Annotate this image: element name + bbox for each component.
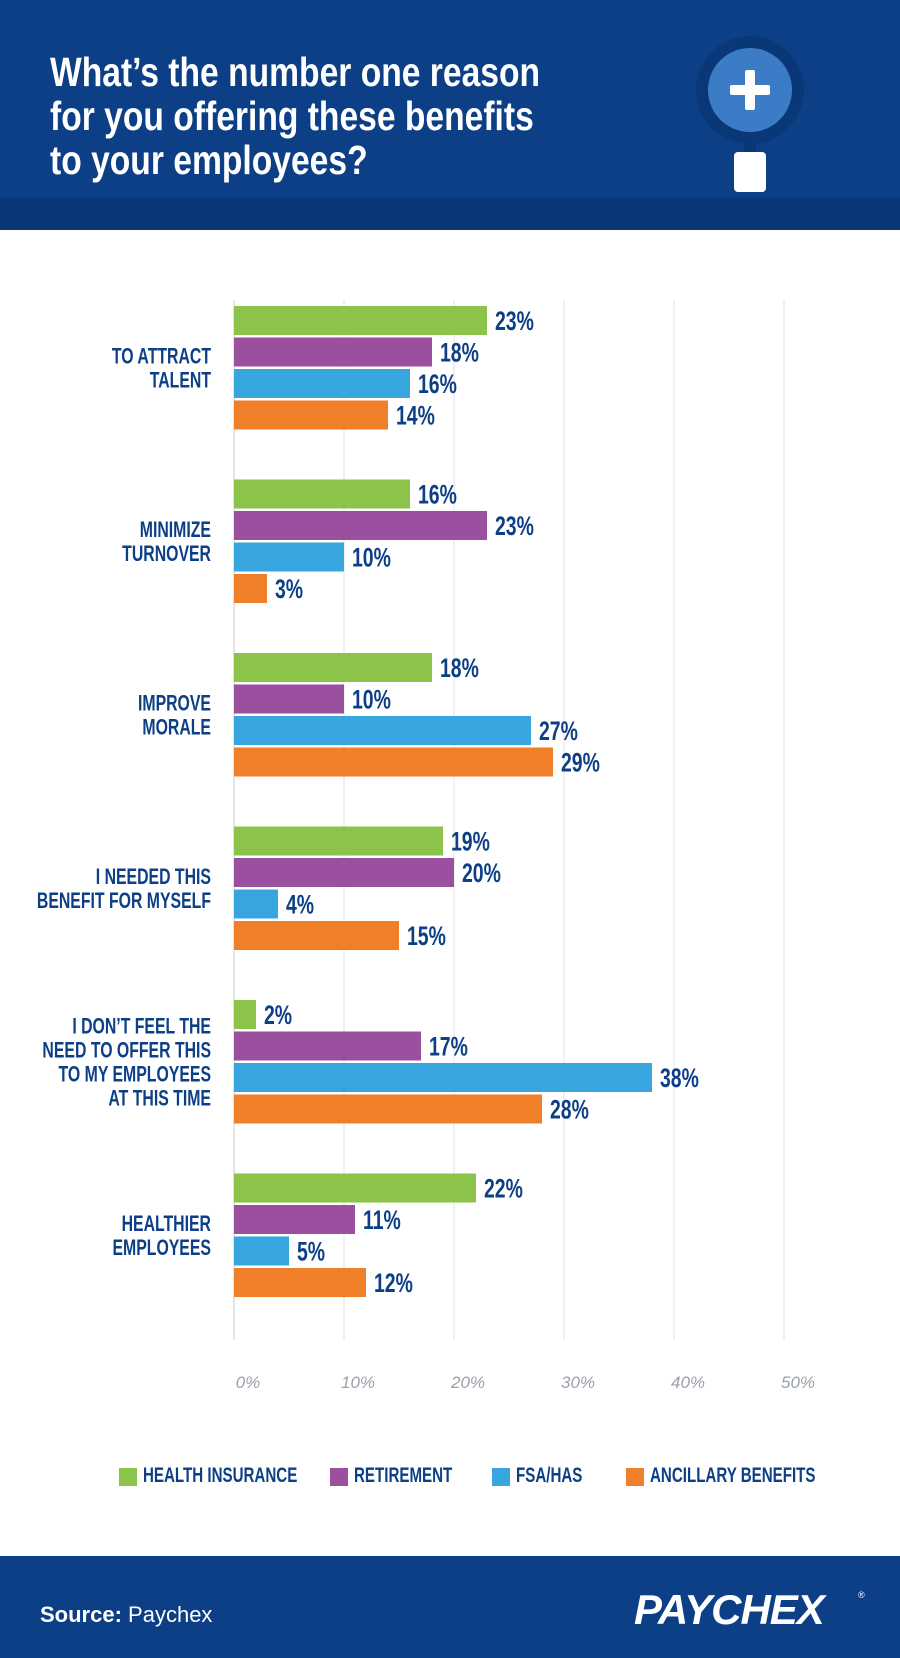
source-credit: Source: Paychex [40,1602,212,1628]
bar-value-label: 16% [418,369,457,399]
bar-value-label: 29% [561,747,600,777]
category-label: I DON’T FEEL THE [72,1015,211,1039]
source-label: Source: [40,1602,122,1627]
x-tick-label: 10% [341,1373,375,1392]
header-strip [0,198,900,230]
title-line-3: to your employees? [50,137,368,183]
title-line-2: for you offering these benefits [50,93,534,139]
magnifier-plus-icon [696,36,804,192]
legend-swatch-health-insurance [119,1468,137,1486]
category-label: TO MY EMPLOYEES [59,1063,212,1087]
paychex-logo: PAYCHEX [634,1586,825,1633]
bar-value-label: 10% [352,684,391,714]
bar [234,479,410,509]
bar-chart: 0% 10% 20% 30% 40% 50% 23% 18% 16% 14% TO ATTRACT T… [0,230,900,1550]
bar-value-label: 18% [440,653,479,683]
bar [234,1000,256,1029]
category-label: HEALTHIER [122,1213,212,1237]
legend-swatch-ancillary-benefits [626,1468,644,1486]
bar-value-label: 11% [363,1205,401,1235]
bar [234,1031,421,1061]
x-tick-label: 40% [671,1373,705,1392]
chart-legend: HEALTH INSURANCE RETIREMENT FSA/HAS ANCI… [0,1462,900,1492]
bar [234,716,531,745]
bar [234,684,344,714]
legend-swatch-fsa [492,1468,510,1486]
bar [234,653,432,682]
footer-banner [0,1556,900,1658]
bar-value-label: 4% [286,889,314,919]
bar [234,1173,476,1203]
x-tick-label: 0% [236,1373,261,1392]
x-tick-label: 20% [450,1373,485,1392]
bar [234,858,454,887]
bar-value-label: 20% [462,858,501,888]
bar-value-label: 27% [539,716,578,746]
bar-value-label: 23% [495,306,534,336]
category-label: TALENT [150,369,212,393]
bar-value-label: 15% [407,921,446,951]
category-label: BENEFIT FOR MYSELF [37,890,211,914]
registered-mark: ® [858,1590,865,1600]
category-label: MINIMIZE [140,519,211,543]
legend-swatch-retirement [330,1468,348,1486]
category-label: TO ATTRACT [112,345,211,369]
legend-label-fsa: FSA/HAS [516,1464,583,1487]
bar-value-label: 12% [374,1268,413,1298]
bar [234,921,399,950]
bar-value-label: 2% [264,1000,292,1030]
bar [234,542,344,572]
magnifier-handle-icon [734,152,766,192]
bar [234,889,278,919]
bar-value-label: 14% [396,400,435,430]
category-label: AT THIS TIME [108,1087,211,1111]
bar [234,826,443,856]
category-label: EMPLOYEES [112,1237,211,1261]
plus-icon-horizontal [730,85,770,95]
title-line-1: What’s the number one reason [50,49,541,95]
category-label: MORALE [142,716,211,740]
bar [234,574,267,603]
page-title: What’s the number one reason for you off… [50,49,541,183]
bar [234,747,553,777]
bar-value-label: 19% [451,826,490,856]
bar-value-label: 5% [297,1236,325,1266]
bar-value-label: 17% [429,1031,468,1061]
bar [234,1063,652,1092]
bar [234,306,487,335]
legend-label-health-insurance: HEALTH INSURANCE [143,1464,298,1487]
bar [234,369,410,398]
source-value: Paychex [128,1602,213,1627]
bar-value-label: 10% [352,542,391,572]
bar [234,511,487,540]
category-label: NEED TO OFFER THIS [42,1039,211,1063]
bar [234,1236,289,1266]
bar-value-label: 3% [275,574,303,604]
legend-label-retirement: RETIREMENT [354,1464,453,1487]
bar [234,1268,366,1297]
bar [234,1205,355,1234]
bar-value-label: 38% [660,1063,699,1093]
bar [234,337,432,367]
bar-value-label: 23% [495,511,534,541]
bar [234,400,388,430]
bar-value-label: 28% [550,1094,589,1124]
bar-value-label: 16% [418,479,457,509]
legend-label-ancillary-benefits: ANCILLARY BENEFITS [650,1464,816,1487]
x-tick-label: 50% [781,1373,815,1392]
category-label: TURNOVER [122,543,211,567]
category-label: I NEEDED THIS [96,866,211,890]
magnifier-neck-icon [744,140,756,154]
bar-value-label: 22% [484,1173,523,1203]
bar-value-label: 18% [440,337,479,367]
category-label: IMPROVE [138,692,211,716]
x-tick-label: 30% [561,1373,595,1392]
chart-svg: 0% 10% 20% 30% 40% 50%23%18%16%14%TO ATTRACTT… [37,300,815,1392]
bar [234,1094,542,1124]
